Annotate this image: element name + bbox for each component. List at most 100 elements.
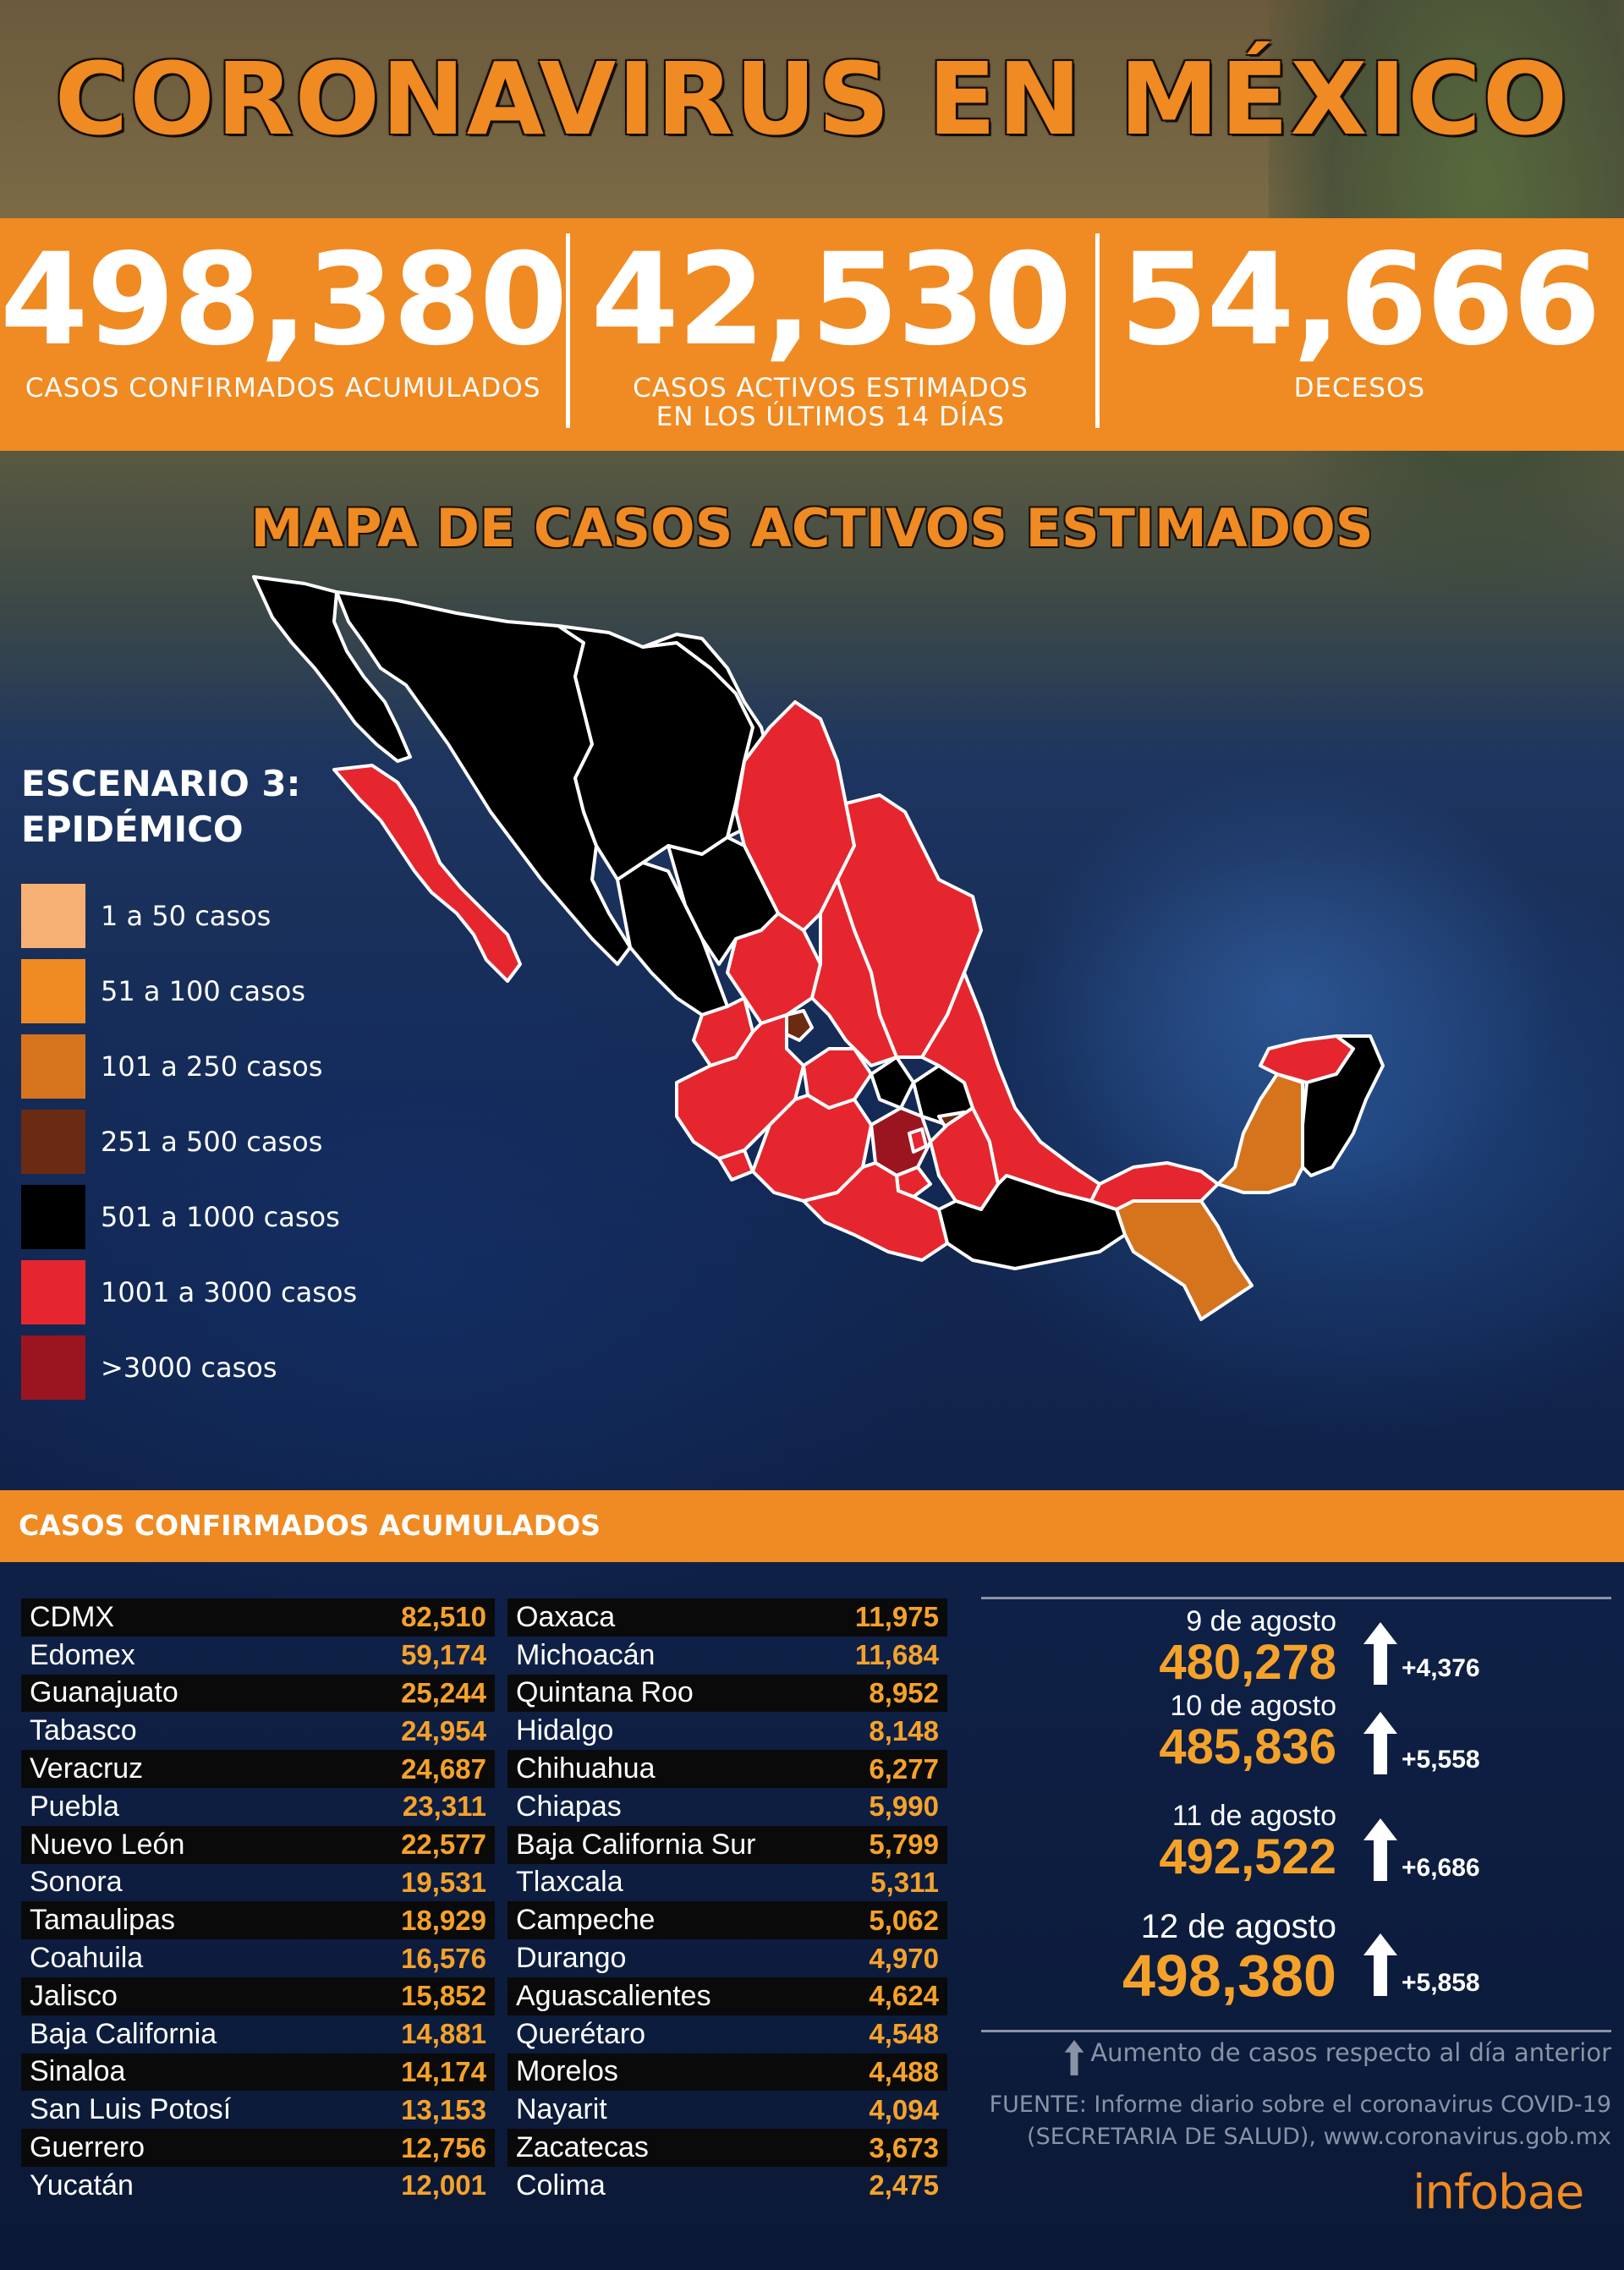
state-value: 11,975 bbox=[854, 1601, 939, 1633]
legend-label: 1001 a 3000 casos bbox=[101, 1275, 358, 1308]
state-value: 13,153 bbox=[401, 2093, 486, 2125]
state-value: 5,990 bbox=[869, 1790, 939, 1823]
legend-title: ESCENARIO 3: EPIDÉMICO bbox=[21, 763, 301, 850]
arrow-up-icon bbox=[1363, 1818, 1397, 1881]
state-name: San Luis Potosí bbox=[30, 2093, 232, 2126]
map-legend: ESCENARIO 3: EPIDÉMICO 1 a 50 casos 51 a… bbox=[21, 761, 376, 1405]
state-cdmx bbox=[908, 1127, 928, 1154]
legend-item: 51 a 100 casos bbox=[21, 953, 376, 1028]
state-name: Hidalgo bbox=[516, 1714, 614, 1747]
timeline-date: 12 de agosto bbox=[1140, 1908, 1336, 1945]
state-value: 14,174 bbox=[401, 2055, 486, 2087]
state-chiapas bbox=[1115, 1199, 1254, 1321]
state-name: Tamaulipas bbox=[30, 1904, 175, 1937]
state-value: 6,277 bbox=[869, 1752, 939, 1785]
legend-swatch bbox=[21, 958, 85, 1023]
table-row: Edomex 59,174 bbox=[21, 1637, 495, 1675]
table-row: Coahuila 16,576 bbox=[21, 1939, 495, 1977]
state-value: 15,852 bbox=[401, 1980, 486, 2012]
table-row: Sonora 19,531 bbox=[21, 1864, 495, 1902]
state-value: 25,244 bbox=[401, 1676, 486, 1708]
timeline-date: 9 de agosto bbox=[1186, 1605, 1336, 1637]
state-value: 2,475 bbox=[869, 2169, 939, 2201]
stat-active: 42,530 CASOS ACTIVOS ESTIMADOS EN LOS ÚL… bbox=[566, 218, 1095, 451]
table-row: San Luis Potosí 13,153 bbox=[21, 2091, 495, 2129]
table-row: Puebla 23,311 bbox=[21, 1788, 495, 1826]
note: Aumento de casos respecto al día anterio… bbox=[1057, 2038, 1611, 2076]
states-table-col2: Oaxaca 11,975 Michoacán 11,684 Quintana Roo 8… bbox=[508, 1598, 947, 2205]
state-queretaro bbox=[870, 1055, 915, 1110]
legend-label: 1 a 50 casos bbox=[101, 899, 272, 932]
stat-deaths: 54,666 DECESOS bbox=[1095, 218, 1624, 451]
stat-confirmed: 498,380 CASOS CONFIRMADOS ACUMULADOS bbox=[0, 218, 568, 451]
legend-swatch bbox=[21, 1259, 85, 1324]
state-value: 22,577 bbox=[401, 1829, 486, 1861]
state-guerrero bbox=[802, 1161, 949, 1262]
arrow-up-icon bbox=[1064, 2039, 1084, 2075]
stat-value: 498,380 bbox=[0, 227, 568, 374]
state-name: Guanajuato bbox=[30, 1676, 178, 1709]
legend-swatch bbox=[21, 1109, 85, 1174]
state-name: Durango bbox=[516, 1942, 627, 1975]
table-title: CASOS CONFIRMADOS ACUMULADOS bbox=[19, 1509, 601, 1542]
state-name: Querétaro bbox=[516, 2017, 646, 2050]
state-sinaloa bbox=[616, 861, 729, 1017]
state-quintana-roo bbox=[1301, 1034, 1385, 1177]
legend-item: 1001 a 3000 casos bbox=[21, 1254, 376, 1330]
table-row: Quintana Roo 8,952 bbox=[508, 1674, 947, 1713]
table-row: Tabasco 24,954 bbox=[21, 1712, 495, 1750]
state-michoacan bbox=[751, 1094, 873, 1203]
state-san-luis-potosi bbox=[810, 878, 898, 1067]
note-divider bbox=[981, 2030, 1611, 2032]
legend-swatch bbox=[21, 1034, 85, 1099]
table-row: Guanajuato 25,244 bbox=[21, 1674, 495, 1713]
state-name: Aguascalientes bbox=[516, 1979, 711, 2012]
state-name: Edomex bbox=[30, 1638, 135, 1671]
table-row: Durango 4,970 bbox=[508, 1939, 947, 1977]
state-name: Chiapas bbox=[516, 1790, 622, 1823]
state-value: 18,929 bbox=[401, 1904, 486, 1936]
state-value: 19,531 bbox=[401, 1866, 486, 1898]
state-value: 24,687 bbox=[401, 1752, 486, 1785]
timeline-value: 492,522 bbox=[1159, 1829, 1336, 1884]
legend-label: 51 a 100 casos bbox=[101, 974, 306, 1007]
state-value: 4,970 bbox=[869, 1942, 939, 1974]
state-name: Veracruz bbox=[30, 1752, 144, 1785]
legend-item: 101 a 250 casos bbox=[21, 1028, 376, 1104]
table-row: Baja California Sur 5,799 bbox=[508, 1825, 947, 1864]
arrow-up-icon bbox=[1363, 1712, 1397, 1774]
legend-swatch bbox=[21, 883, 85, 948]
arrow-up-icon bbox=[1363, 1933, 1397, 1996]
table-row: Jalisco 15,852 bbox=[21, 1977, 495, 2015]
timeline-value: 480,278 bbox=[1159, 1635, 1336, 1690]
state-value: 4,094 bbox=[869, 2093, 939, 2125]
state-campeche bbox=[1216, 1072, 1304, 1194]
stats-bar: 498,380 CASOS CONFIRMADOS ACUMULADOS 42,… bbox=[0, 218, 1624, 451]
table-row: Yucatán 12,001 bbox=[21, 2167, 495, 2205]
stat-label: DECESOS bbox=[1293, 373, 1426, 403]
stat-label: CASOS ACTIVOS ESTIMADOS EN LOS ÚLTIMOS 1… bbox=[633, 373, 1029, 432]
legend-item: 251 a 500 casos bbox=[21, 1104, 376, 1179]
table-row: Baja California 14,881 bbox=[21, 2015, 495, 2053]
table-row: Nuevo León 22,577 bbox=[21, 1825, 495, 1864]
state-name: Baja California Sur bbox=[516, 1828, 756, 1861]
table-row: Aguascalientes 4,624 bbox=[508, 1977, 947, 2015]
state-name: Coahuila bbox=[30, 1942, 144, 1975]
legend-item: >3000 casos bbox=[21, 1330, 376, 1405]
state-aguascalientes bbox=[783, 1009, 814, 1042]
source-text: FUENTE: Informe diario sobre el coronavi… bbox=[989, 2092, 1611, 2150]
timeline-date: 11 de agosto bbox=[1171, 1800, 1336, 1832]
legend-label: 501 a 1000 casos bbox=[101, 1200, 340, 1233]
state-value: 5,062 bbox=[869, 1904, 939, 1936]
table-row: Colima 2,475 bbox=[508, 2167, 947, 2205]
state-value: 12,001 bbox=[401, 2169, 486, 2201]
state-name: CDMX bbox=[30, 1600, 115, 1633]
state-value: 4,488 bbox=[869, 2055, 939, 2087]
state-name: Sinaloa bbox=[30, 2055, 126, 2088]
map-title: MAPA DE CASOS ACTIVOS ESTIMADOS bbox=[250, 497, 1374, 559]
state-name: Nayarit bbox=[516, 2093, 607, 2126]
state-name: Campeche bbox=[516, 1904, 656, 1937]
table-row: Morelos 4,488 bbox=[508, 2053, 947, 2092]
state-value: 16,576 bbox=[401, 1942, 486, 1974]
state-value: 5,311 bbox=[870, 1866, 939, 1898]
